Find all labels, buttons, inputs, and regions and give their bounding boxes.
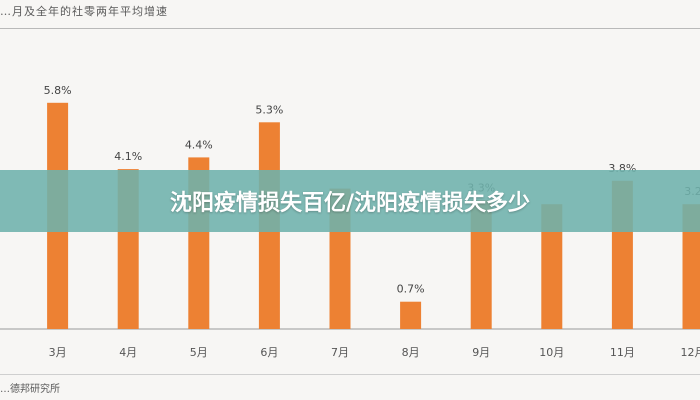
bar-8 [470, 200, 492, 329]
x-tick-label: 4月 [119, 346, 137, 359]
x-tick-label: 11月 [610, 346, 635, 359]
banner-text: 沈阳疫情损失百亿/沈阳疫情损失多少 [169, 191, 531, 216]
x-tick-label: 10月 [539, 346, 564, 359]
data-label: 4.1% [114, 150, 142, 163]
bar-9 [541, 204, 563, 329]
x-tick-label: 7月 [331, 346, 349, 359]
bar-11 [682, 204, 700, 329]
x-tick-label: 3月 [49, 346, 67, 359]
data-label: 5.8% [44, 84, 72, 97]
chart-title: …月及全年的社零两年平均增速 [0, 5, 168, 18]
x-tick-label: 5月 [190, 346, 208, 359]
data-label: 0.7% [397, 283, 425, 296]
overlay-banner: 沈阳疫情损失百亿/沈阳疫情损失多少 [0, 170, 700, 232]
chart-source: …德邦研究所 [0, 384, 60, 395]
top-divider [0, 28, 700, 29]
bar-7 [400, 301, 422, 329]
data-label: 4.4% [185, 138, 213, 151]
x-tick-label: 8月 [402, 346, 420, 359]
bottom-divider [0, 374, 700, 375]
x-tick-label: 12月 [681, 346, 700, 359]
x-tick-label: 9月 [472, 346, 490, 359]
data-label: 5.3% [255, 103, 283, 116]
x-tick-label: 6月 [260, 346, 278, 359]
